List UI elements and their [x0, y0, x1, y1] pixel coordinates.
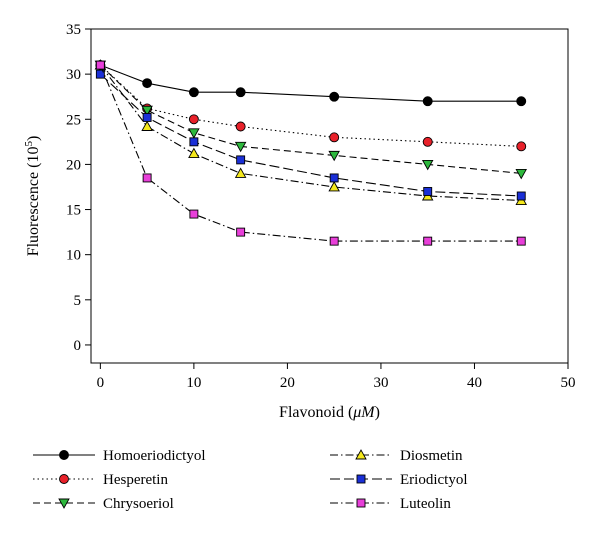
data-point [329, 173, 339, 183]
x-tick-label: 0 [97, 375, 105, 391]
data-point [235, 87, 246, 98]
data-point [95, 60, 105, 70]
y-axis-label: Fluorescence (105) [23, 136, 42, 257]
data-point [516, 236, 526, 246]
legend-marker [59, 450, 69, 460]
series-hesperetin [95, 60, 527, 152]
x-tick-label: 40 [467, 375, 482, 391]
legend-item-eriodictyol: Eriodictyol [330, 472, 468, 488]
data-point [422, 96, 433, 107]
legend-item-diosmetin: Diosmetin [330, 448, 463, 464]
data-point [142, 78, 153, 89]
data-point [515, 168, 528, 180]
plot-frame [90, 28, 569, 364]
series-chrysoeriol [94, 60, 528, 180]
data-point [141, 105, 153, 117]
legend: Homoeriodictyol Hesperetin Chrysoeriol Dios… [33, 448, 468, 512]
data-point [236, 227, 246, 237]
data-point [234, 167, 247, 178]
data-point [142, 173, 152, 183]
data-point [329, 91, 340, 102]
data-point [141, 120, 153, 131]
data-point [142, 113, 152, 122]
legend-marker [58, 498, 70, 509]
series-diosmetin [94, 59, 528, 205]
data-point [188, 128, 200, 139]
data-point [423, 236, 433, 246]
x-tick-label: 50 [561, 375, 576, 391]
x-tick-label: 10 [186, 375, 201, 391]
x-tick-label: 20 [280, 375, 295, 391]
legend-marker [356, 498, 366, 508]
series-homoeriodictyol [95, 60, 527, 107]
x-axis: 0 10 20 30 40 50 [97, 363, 576, 391]
data-point [328, 150, 340, 162]
x-axis-label: Flavonoid (μM) [279, 404, 380, 421]
data-point [95, 69, 105, 79]
series-eriodictyol [95, 69, 526, 201]
legend-label: Eriodictyol [400, 472, 468, 488]
legend-label: Diosmetin [400, 448, 463, 464]
data-point [516, 96, 527, 107]
legend-item-hesperetin: Hesperetin [33, 472, 168, 488]
series-line-homoeriodictyol [100, 64, 522, 102]
x-tick-label: 30 [373, 375, 388, 391]
legend-marker [355, 449, 367, 460]
data-point [329, 236, 339, 246]
data-point [188, 114, 199, 125]
data-point [188, 147, 200, 159]
data-point [423, 187, 433, 196]
data-point [234, 141, 247, 153]
data-point [235, 121, 246, 132]
y-tick-label: 10 [66, 248, 81, 264]
data-point [516, 191, 526, 201]
data-point [189, 137, 199, 147]
data-point [236, 155, 246, 165]
data-point [421, 159, 434, 171]
data-point [329, 132, 340, 143]
legend-marker [356, 474, 366, 484]
y-tick-label: 30 [66, 67, 81, 83]
y-tick-label: 15 [66, 203, 81, 219]
legend-label: Hesperetin [103, 472, 168, 488]
legend-label: Homoeriodictyol [103, 448, 205, 464]
legend-item-chrysoeriol: Chrysoeriol [33, 496, 174, 512]
legend-marker [59, 474, 69, 484]
legend-item-homoeriodictyol: Homoeriodictyol [33, 448, 205, 464]
y-tick-label: 25 [66, 112, 81, 128]
data-point [516, 141, 527, 152]
series-line-diosmetin [99, 64, 522, 202]
series-luteolin [95, 60, 526, 246]
legend-item-luteolin: Luteolin [330, 496, 451, 512]
y-tick-label: 35 [66, 22, 81, 38]
legend-label: Chrysoeriol [103, 496, 174, 512]
series-layer [94, 59, 528, 246]
y-tick-label: 0 [74, 338, 82, 354]
series-line-hesperetin [100, 64, 522, 147]
y-tick-label: 20 [66, 157, 81, 173]
y-axis: 0 5 10 15 20 25 30 35 [66, 22, 91, 354]
data-point [189, 209, 199, 219]
series-line-chrysoeriol [100, 64, 522, 174]
y-tick-label: 5 [74, 293, 82, 309]
data-point [422, 136, 433, 147]
data-point [188, 87, 199, 98]
data-point [328, 181, 340, 192]
legend-label: Luteolin [400, 496, 451, 512]
